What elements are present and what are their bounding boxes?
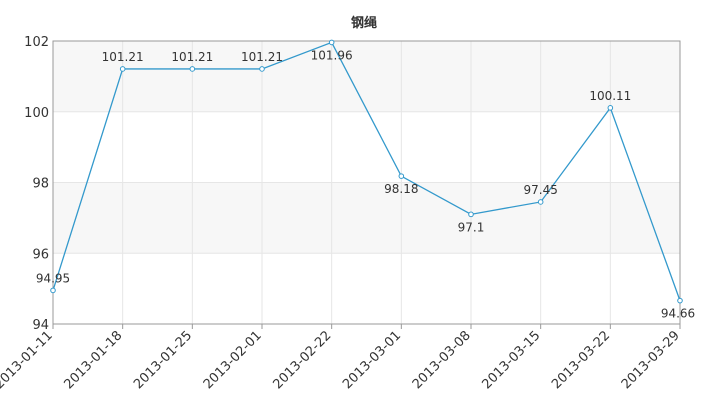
data-point bbox=[468, 211, 474, 218]
data-point bbox=[398, 173, 405, 179]
y-tick-label: 100 bbox=[24, 106, 49, 121]
data-label: 101.21 bbox=[171, 50, 213, 64]
data-label: 94.95 bbox=[36, 271, 70, 285]
x-tick-label: 2013-03-15 bbox=[479, 328, 543, 392]
x-tick-label: 2013-01-18 bbox=[61, 328, 125, 392]
y-tick-label: 96 bbox=[32, 247, 49, 262]
y-tick-label: 102 bbox=[24, 35, 49, 50]
series-line-group bbox=[50, 39, 683, 304]
data-label: 101.96 bbox=[311, 48, 353, 62]
data-label: 101.21 bbox=[102, 50, 144, 64]
data-point bbox=[607, 105, 614, 111]
x-axis-ticks: 2013-01-11 2013-01-18 2013-01-25 2013-02-01… bbox=[0, 324, 683, 392]
x-tick-label: 2013-03-22 bbox=[549, 328, 613, 392]
x-tick-label: 2013-03-29 bbox=[619, 328, 683, 392]
y-axis-ticks: 94 96 98 100 102 bbox=[24, 35, 49, 333]
series-line bbox=[52, 41, 681, 301]
x-tick-label: 2013-03-08 bbox=[410, 328, 474, 392]
axes bbox=[52, 40, 681, 325]
x-tick-label: 2013-02-01 bbox=[201, 328, 265, 392]
data-label: 98.18 bbox=[384, 182, 418, 196]
data-point bbox=[50, 287, 56, 294]
x-tick-label: 2013-01-25 bbox=[131, 328, 195, 392]
y-tick-label: 94 bbox=[32, 318, 49, 333]
data-point bbox=[189, 66, 196, 72]
data-point bbox=[119, 66, 126, 72]
x-tick-label: 2013-03-01 bbox=[340, 328, 404, 392]
plot-band bbox=[53, 182, 680, 254]
data-label: 97.1 bbox=[458, 220, 485, 234]
chart-title: 钢绳 bbox=[351, 15, 377, 31]
data-point bbox=[259, 66, 265, 72]
data-label: 94.66 bbox=[661, 307, 695, 321]
data-point bbox=[328, 39, 335, 46]
plot-band bbox=[53, 41, 680, 112]
data-label: 100.11 bbox=[589, 89, 631, 103]
data-label: 97.45 bbox=[523, 183, 557, 197]
y-tick-label: 98 bbox=[32, 177, 49, 192]
data-labels: 94.95 101.21 101.21 101.21 101.96 98.18 97.1 97… bbox=[36, 48, 695, 320]
plot-frame bbox=[52, 40, 681, 325]
data-label: 101.21 bbox=[241, 50, 283, 64]
data-point bbox=[537, 199, 544, 205]
x-tick-label: 2013-02-22 bbox=[270, 328, 334, 392]
x-tick-label: 2013-01-11 bbox=[0, 328, 56, 392]
data-point bbox=[677, 297, 683, 304]
